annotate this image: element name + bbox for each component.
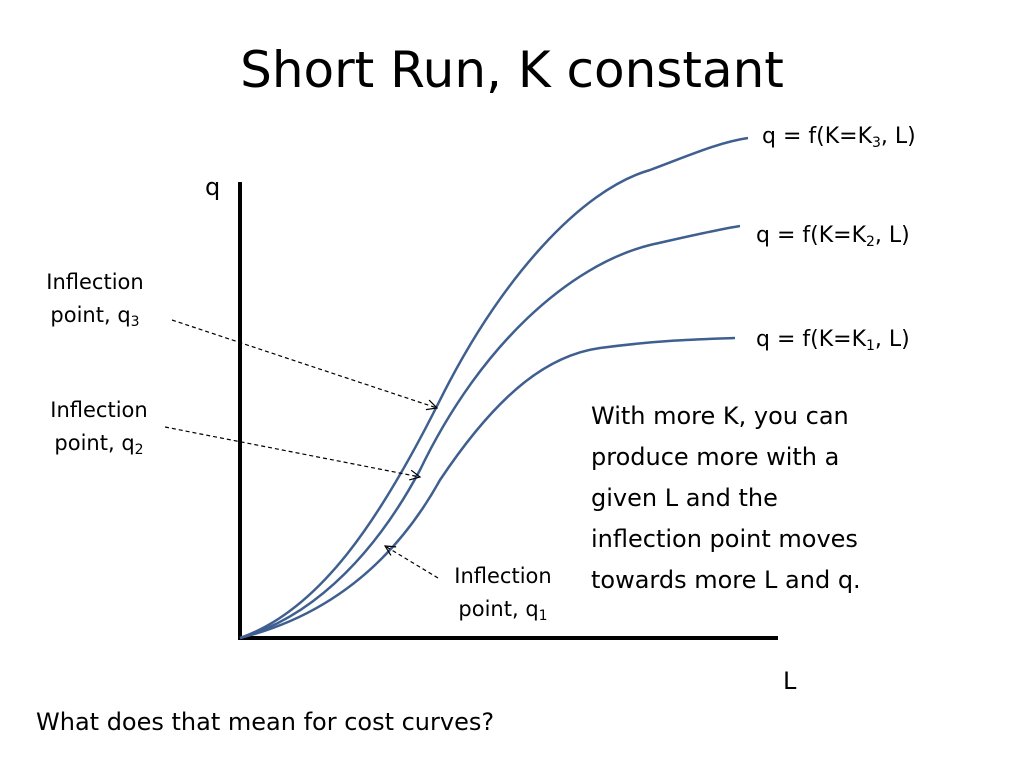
curve-k1: [239, 336, 736, 640]
inflection-label-q1: Inflection point, q1: [454, 564, 552, 624]
question-text: What does that mean for cost curves?: [36, 708, 495, 736]
y-axis-label: q: [205, 173, 221, 201]
arrow-inflection-q3: [171, 319, 437, 408]
explanation-text: With more K, you can produce more with a…: [591, 402, 861, 594]
arrow-inflection-q2: [164, 426, 420, 477]
x-axis-label: L: [783, 667, 797, 695]
arrow-inflection-q1: [385, 546, 439, 579]
curve-k3: [239, 136, 749, 640]
curve-label-k3: q = f(K=K3, L): [762, 124, 916, 151]
slide-title: Short Run, K constant: [240, 41, 784, 99]
curve-k2: [239, 224, 741, 640]
inflection-label-q3: Inflection point, q3: [46, 270, 144, 330]
curve-label-k1: q = f(K=K1, L): [756, 327, 910, 354]
curve-label-k2: q = f(K=K2, L): [756, 223, 910, 250]
inflection-label-q2: Inflection point, q2: [50, 398, 148, 458]
